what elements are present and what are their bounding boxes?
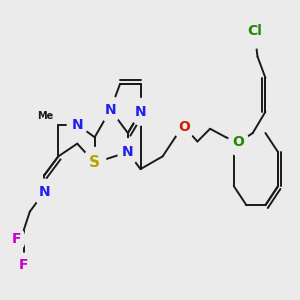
Text: F: F — [19, 258, 28, 272]
Circle shape — [242, 14, 267, 48]
Text: F: F — [12, 232, 21, 246]
Text: Cl: Cl — [247, 24, 262, 38]
Circle shape — [8, 228, 25, 250]
Circle shape — [229, 129, 248, 156]
Text: O: O — [178, 120, 190, 134]
Text: N: N — [38, 185, 50, 200]
Circle shape — [118, 139, 138, 165]
Circle shape — [34, 101, 56, 131]
Circle shape — [83, 148, 106, 178]
Circle shape — [100, 96, 120, 123]
Circle shape — [34, 179, 54, 206]
Text: N: N — [71, 118, 83, 131]
Circle shape — [174, 113, 194, 140]
Text: N: N — [105, 103, 116, 117]
Text: N: N — [135, 105, 146, 119]
Text: Me: Me — [37, 111, 53, 121]
Text: S: S — [89, 155, 100, 170]
Circle shape — [68, 111, 87, 138]
Circle shape — [15, 253, 32, 276]
Text: O: O — [232, 135, 244, 149]
Circle shape — [130, 98, 150, 125]
Text: N: N — [122, 145, 134, 159]
